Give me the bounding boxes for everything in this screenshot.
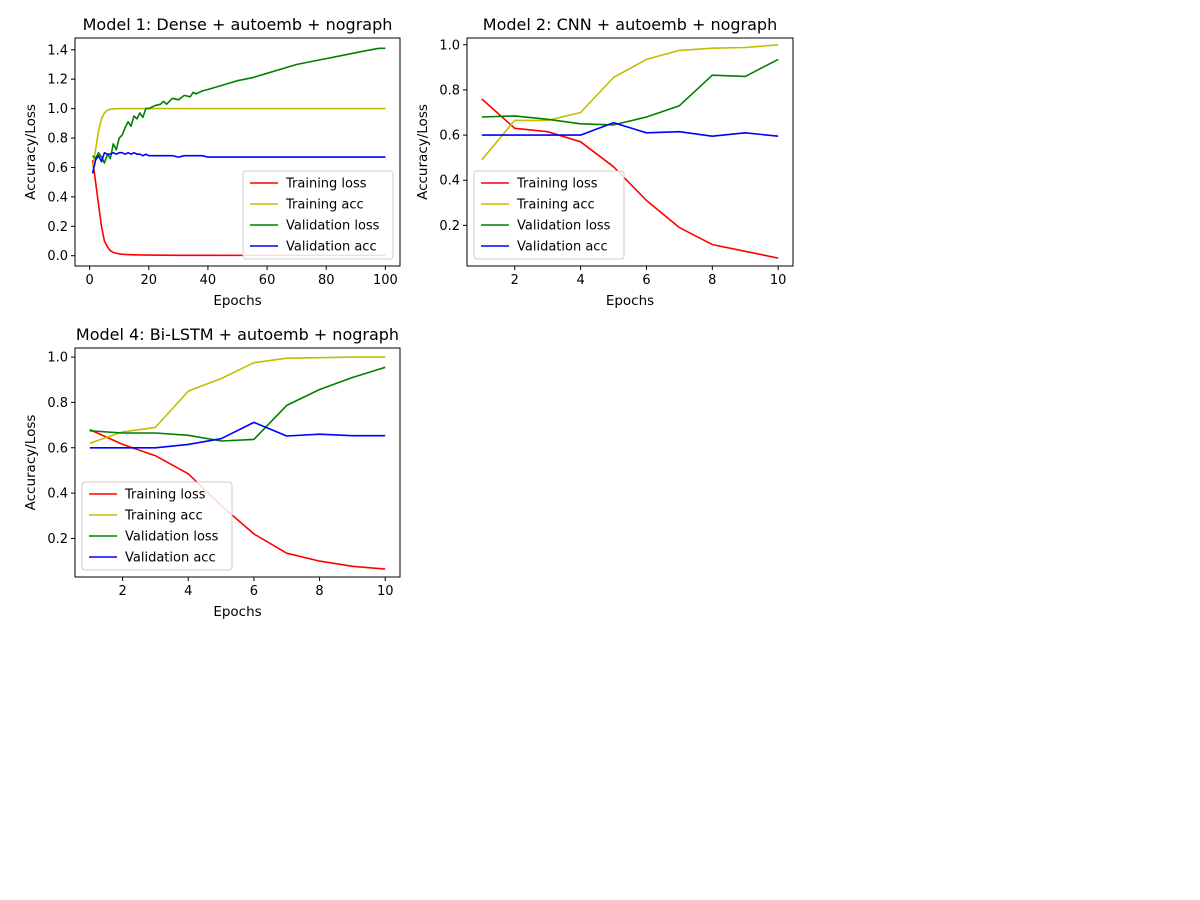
series-line-3 (481, 58, 779, 126)
series-line-4 (481, 121, 779, 137)
subplot-model-4: Model 4: Bi-LSTM + autoemb + nograph 2 4 6 8… (23, 325, 401, 620)
chart-title: Model 1: Dense + autoemb + nograph (83, 15, 393, 34)
x-tick-label: 60 (259, 273, 276, 288)
series-line-1 (89, 428, 386, 570)
x-axis-label: Epochs (213, 293, 261, 309)
x-axis-label: Epochs (213, 604, 261, 620)
subplot-model-1: Model 1: Dense + autoemb + nograph 0 20 40 6… (23, 15, 401, 309)
y-tick-label: 1.0 (47, 351, 68, 366)
x-tick-label: 8 (708, 273, 716, 288)
legend-box (81, 481, 233, 571)
series-line-1 (91, 159, 386, 257)
legend-label-3: Validation loss (125, 530, 219, 545)
axes-frame (74, 347, 401, 578)
x-tick-label: 100 (373, 273, 398, 288)
axes-frame (74, 37, 401, 267)
x-tick-label: 0 (85, 273, 93, 288)
x-tick-label: 4 (184, 584, 192, 599)
y-axis-label: Accuracy/Loss (415, 104, 431, 200)
y-tick-label: 0.0 (47, 249, 68, 264)
legend-label-1: Training loss (285, 177, 367, 192)
legend-label-4: Validation acc (125, 551, 216, 566)
legend-label-1: Training loss (124, 488, 206, 503)
y-tick-label: 0.8 (439, 83, 460, 98)
x-tick-label: 8 (315, 584, 323, 599)
x-tick-label: 6 (250, 584, 258, 599)
series-line-3 (89, 366, 386, 442)
legend-label-2: Training acc (285, 198, 364, 213)
legend-label-1: Training loss (516, 177, 598, 192)
x-tick-label: 10 (770, 273, 787, 288)
y-tick-label: 0.2 (439, 219, 460, 234)
x-tick-label: 6 (642, 273, 650, 288)
subplot-model-2: Model 2: CNN + autoemb + nograph 2 4 6 8 10 0.… (415, 15, 794, 309)
x-tick-label: 40 (200, 273, 217, 288)
x-tick-label: 80 (318, 273, 335, 288)
series-line-3 (92, 47, 386, 164)
legend: Training loss Training acc Validation loss… (81, 481, 233, 571)
legend-label-4: Validation acc (517, 240, 608, 255)
legend-label-2: Training acc (124, 509, 203, 524)
x-tick-label: 2 (511, 273, 519, 288)
y-tick-label: 0.4 (47, 190, 68, 205)
y-tick-label: 0.6 (47, 441, 68, 456)
series-line-4 (89, 421, 386, 449)
y-tick-label: 0.2 (47, 220, 68, 235)
x-tick-label: 4 (576, 273, 584, 288)
y-tick-label: 0.6 (439, 129, 460, 144)
series-line-1 (481, 98, 779, 259)
legend-label-2: Training acc (516, 198, 595, 213)
y-tick-label: 0.6 (47, 161, 68, 176)
x-tick-label: 20 (141, 273, 158, 288)
legend: Training loss Training acc Validation loss… (242, 170, 394, 260)
legend: Training loss Training acc Validation loss… (473, 170, 625, 260)
chart-title: Model 2: CNN + autoemb + nograph (483, 15, 777, 34)
y-tick-label: 1.2 (47, 73, 68, 88)
series-line-2 (89, 356, 386, 444)
x-axis-label: Epochs (606, 293, 654, 309)
y-tick-label: 0.8 (47, 132, 68, 147)
legend-label-3: Validation loss (286, 219, 380, 234)
legend-box (242, 170, 394, 260)
series-line-4 (91, 151, 386, 174)
y-axis-label: Accuracy/Loss (23, 104, 39, 200)
chart-title: Model 4: Bi-LSTM + autoemb + nograph (76, 325, 399, 344)
legend-label-4: Validation acc (286, 240, 377, 255)
axes-frame (466, 37, 794, 267)
y-tick-label: 1.4 (47, 43, 68, 58)
x-tick-label: 10 (377, 584, 394, 599)
legend-box (473, 170, 625, 260)
y-tick-label: 1.0 (439, 38, 460, 53)
legend-label-3: Validation loss (517, 219, 611, 234)
y-tick-label: 0.4 (47, 487, 68, 502)
y-tick-label: 0.2 (47, 532, 68, 547)
y-axis-label: Accuracy/Loss (23, 415, 39, 511)
x-tick-label: 2 (118, 584, 126, 599)
y-tick-label: 0.8 (47, 396, 68, 411)
series-line-2 (481, 44, 779, 161)
y-tick-label: 0.4 (439, 174, 460, 189)
series-line-2 (91, 107, 386, 168)
y-tick-label: 1.0 (47, 102, 68, 117)
